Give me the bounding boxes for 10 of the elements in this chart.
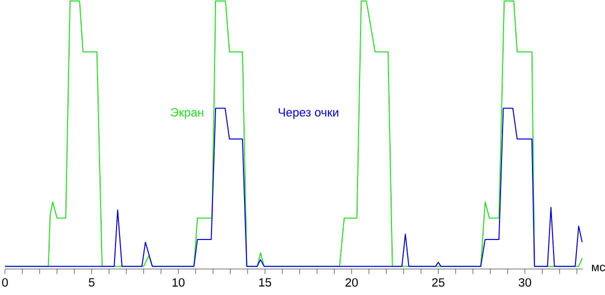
x-tick-label: 25 bbox=[432, 278, 444, 287]
x-axis-title: мс bbox=[592, 264, 605, 272]
series-label: Экран bbox=[170, 108, 204, 119]
x-tick-label: 10 bbox=[172, 278, 185, 287]
x-tick-label: 15 bbox=[259, 278, 272, 287]
x-tick-label: 30 bbox=[518, 278, 532, 287]
text: Через очки bbox=[278, 108, 338, 119]
x-tick-label: 0 bbox=[2, 278, 8, 287]
x-tick-label: 5 bbox=[88, 278, 94, 287]
x-tick-label: 20 bbox=[346, 278, 358, 287]
